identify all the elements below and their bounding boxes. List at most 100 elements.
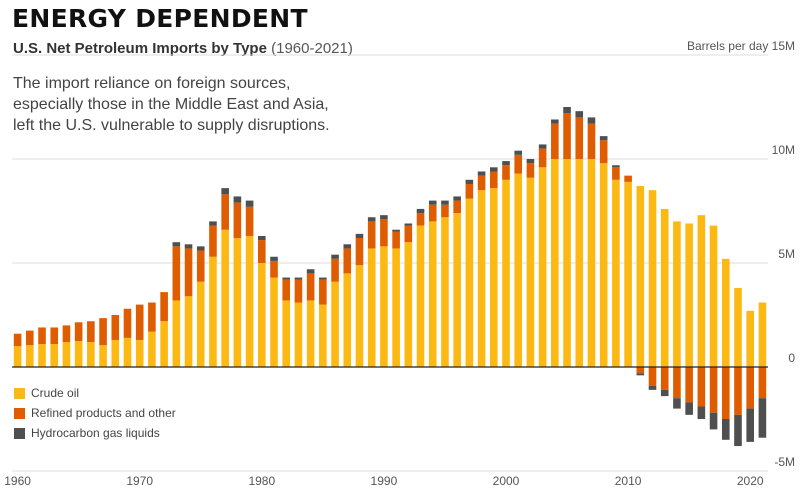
bar-segment — [282, 300, 291, 367]
bar-segment — [673, 367, 681, 399]
bar-segment — [697, 215, 706, 367]
bar-segment — [636, 186, 645, 367]
bar-segment — [563, 159, 571, 367]
bar-segment — [367, 248, 376, 367]
bar-segment — [343, 273, 352, 367]
bar-segment — [746, 310, 754, 367]
bar-segment — [526, 163, 535, 178]
bar-segment — [502, 165, 510, 180]
bar-segment — [465, 179, 474, 184]
bar-segment — [294, 279, 303, 303]
legend-swatch — [14, 428, 25, 439]
y-axis-ticks: Barrels per day 15M 10M 5M 0 -5M — [687, 39, 795, 469]
bar-segment — [477, 171, 486, 176]
bar-segment — [502, 179, 510, 367]
bar-segment — [270, 260, 278, 278]
bar-segment — [196, 250, 205, 282]
bar-segment — [416, 225, 425, 367]
bar-segment — [428, 221, 437, 367]
bar-segment — [148, 302, 156, 332]
bar-segment — [62, 342, 71, 367]
bar-segment — [453, 196, 461, 201]
bar-segment — [514, 150, 523, 155]
x-tick-label: 1990 — [371, 474, 398, 488]
bar-segment — [514, 173, 523, 367]
bar-segment — [465, 198, 474, 367]
bar-segment — [196, 281, 205, 367]
bar-segment — [270, 256, 278, 261]
bar-segment — [551, 119, 559, 124]
bar-segment — [172, 246, 181, 301]
x-tick-label: 2010 — [615, 474, 642, 488]
subtitle-main: U.S. Net Petroleum Imports by Type — [13, 40, 267, 57]
bar-segment — [392, 248, 400, 367]
bar-segment — [624, 175, 632, 182]
bar-segment — [538, 148, 547, 168]
bar-segment — [26, 330, 34, 346]
bar-segment — [428, 200, 437, 205]
bar-segment — [355, 238, 364, 266]
bar-segment — [575, 159, 584, 367]
bar-segment — [209, 225, 217, 257]
bar-segment — [538, 144, 547, 149]
bar-segment — [477, 175, 486, 191]
bar-segment — [294, 302, 303, 367]
bar-segment — [282, 277, 291, 280]
bar-segment — [746, 408, 754, 442]
bar-segment — [160, 321, 168, 367]
bar-segment — [331, 254, 339, 259]
y-tick-label: Barrels per day 15M — [687, 39, 795, 53]
bar-segment — [660, 367, 669, 390]
bar-segment — [685, 402, 693, 415]
x-tick-label: 1980 — [248, 474, 275, 488]
description-line: especially those in the Middle East and … — [13, 96, 329, 113]
bar-segment — [648, 367, 657, 386]
chart-subtitle: U.S. Net Petroleum Imports by Type (1960… — [13, 40, 353, 57]
bar-segment — [721, 419, 730, 440]
bar-segment — [392, 231, 400, 249]
bar-segment — [184, 296, 193, 367]
bar-segment — [282, 279, 291, 301]
bar-segment — [721, 367, 730, 419]
bar-segment — [306, 269, 315, 274]
bar-segment — [87, 342, 95, 367]
bar-segment — [709, 225, 718, 367]
bar-segment — [380, 219, 388, 247]
bar-segment — [685, 367, 693, 403]
bar-segment — [50, 344, 59, 367]
bar-segment — [453, 213, 461, 367]
legend-label: Crude oil — [31, 386, 79, 400]
bar-segment — [148, 331, 156, 367]
bar-segment — [587, 117, 596, 124]
x-tick-label: 2020 — [737, 474, 764, 488]
bar-segment — [233, 202, 242, 239]
bar-segment — [612, 179, 620, 367]
bar-segment — [123, 308, 132, 338]
bar-segment — [746, 367, 754, 409]
bar-segment — [721, 258, 730, 367]
bar-segment — [367, 221, 376, 249]
bar-segment — [563, 113, 571, 159]
bar-segment — [270, 277, 278, 367]
bar-segment — [172, 300, 181, 367]
bar-segment — [99, 318, 107, 346]
bar-segment — [587, 123, 596, 159]
legend-swatch — [14, 408, 25, 419]
bar-segment — [441, 204, 449, 218]
bar-segment — [123, 337, 132, 367]
bar-segment — [599, 140, 608, 164]
bar-segment — [660, 208, 669, 367]
gridlines — [12, 54, 768, 472]
bar-segment — [331, 258, 339, 282]
bar-segment — [221, 229, 229, 367]
y-tick-label: -5M — [774, 455, 795, 469]
legend-label: Refined products and other — [31, 406, 176, 420]
bar-segment — [709, 367, 718, 413]
bar-segment — [697, 406, 706, 419]
bar-segment — [196, 246, 205, 251]
bar-segment — [441, 200, 449, 205]
bar-segment — [355, 265, 364, 367]
bar-segment — [355, 233, 364, 239]
bar-segment — [392, 229, 400, 232]
bar-segment — [660, 389, 669, 397]
